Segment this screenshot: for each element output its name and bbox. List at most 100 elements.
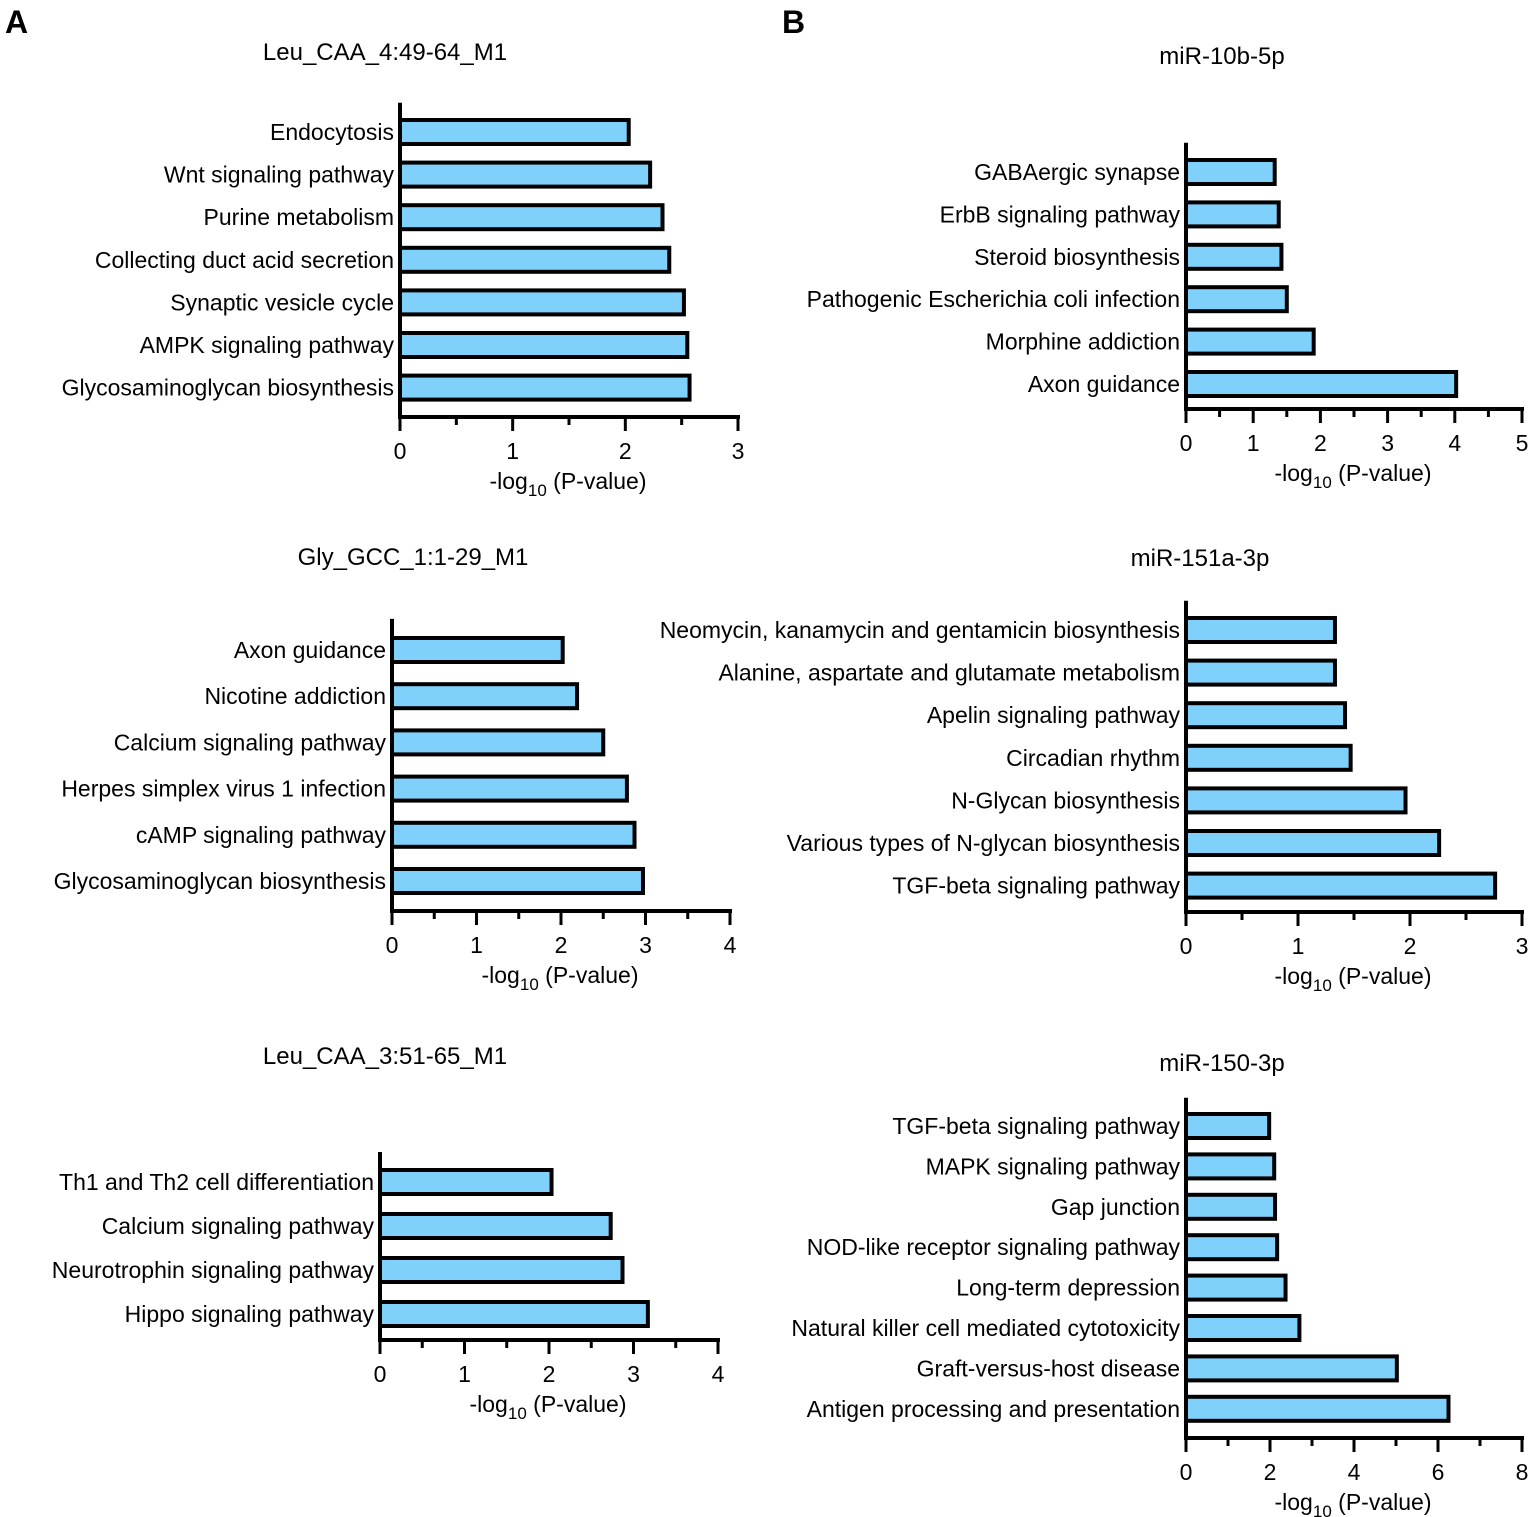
x-tick-label: 1 (506, 438, 519, 464)
bar (1184, 658, 1337, 687)
chart-4: miR-10b-5p GABAergic synapse ErbB signalin… (807, 43, 1529, 492)
bar (1184, 743, 1353, 772)
bar (390, 682, 580, 711)
bar (1184, 370, 1459, 398)
category-label: Pathogenic Escherichia coli infection (807, 286, 1180, 312)
x-tick-label: 3 (627, 1361, 640, 1387)
x-tick-label: 1 (1247, 430, 1260, 456)
x-axis-label: -log10 (P-value) (1275, 460, 1432, 492)
charts: Leu_CAA_4:49-64_M1 Endocytosis Wnt signali… (52, 39, 1529, 1517)
category-label: Neurotrophin signaling pathway (52, 1257, 375, 1283)
chart-title: Leu_CAA_4:49-64_M1 (263, 39, 507, 66)
category-label: MAPK signaling pathway (926, 1153, 1181, 1179)
bar (1184, 242, 1284, 271)
category-label: Purine metabolism (204, 204, 394, 230)
category-label: Endocytosis (270, 119, 394, 145)
category-label: ErbB signaling pathway (940, 201, 1181, 227)
bar (378, 1300, 650, 1328)
bar (1184, 200, 1281, 229)
bar (378, 1168, 554, 1196)
category-label: Glycosaminoglycan biosynthesis (62, 375, 394, 401)
bar (1184, 829, 1442, 857)
chart-title: miR-150-3p (1159, 1050, 1284, 1077)
x-tick-label: 1 (470, 932, 483, 958)
x-axis-label: -log10 (P-value) (470, 1391, 627, 1423)
category-label: NOD-like receptor signaling pathway (807, 1234, 1181, 1260)
category-label: cAMP signaling pathway (136, 822, 387, 848)
bar (398, 331, 690, 359)
chart-2: Gly_GCC_1:1-29_M1 Axon guidance Nicotine a… (54, 544, 737, 994)
bar (390, 867, 645, 895)
bar (1184, 786, 1408, 815)
category-label: N-Glycan biosynthesis (951, 787, 1180, 813)
x-tick-label: 0 (394, 438, 407, 464)
x-tick-label: 3 (1381, 430, 1394, 456)
x-tick-label: 2 (1264, 1459, 1277, 1485)
chart-title: Gly_GCC_1:1-29_M1 (298, 544, 529, 571)
bar (398, 373, 692, 402)
bar (390, 728, 606, 757)
bar (398, 288, 686, 317)
x-tick-label: 3 (639, 932, 652, 958)
category-label: Axon guidance (234, 637, 386, 663)
category-label: TGF-beta signaling pathway (892, 873, 1180, 899)
x-tick-label: 4 (712, 1361, 725, 1387)
bar (1184, 285, 1289, 314)
category-label: Long-term depression (956, 1275, 1180, 1301)
bar (398, 118, 631, 146)
bar (390, 774, 629, 803)
x-tick-label: 5 (1516, 430, 1529, 456)
chart-1: Leu_CAA_4:49-64_M1 Endocytosis Wnt signali… (62, 39, 745, 500)
category-label: Apelin signaling pathway (927, 702, 1181, 728)
x-tick-label: 2 (543, 1361, 556, 1387)
category-label: GABAergic synapse (974, 159, 1180, 185)
bar (1184, 158, 1277, 186)
bar (1184, 1394, 1451, 1423)
chart-title: miR-151a-3p (1131, 545, 1270, 572)
category-label: Th1 and Th2 cell differentiation (59, 1169, 374, 1195)
category-label: Graft-versus-host disease (917, 1355, 1180, 1381)
chart-3: Leu_CAA_3:51-65_M1 Th1 and Th2 cell diffe… (52, 1043, 725, 1423)
bar (398, 245, 672, 274)
x-tick-label: 2 (1314, 430, 1327, 456)
category-label: Antigen processing and presentation (807, 1396, 1180, 1422)
category-label: Natural killer cell mediated cytotoxicit… (791, 1315, 1180, 1341)
bar (1184, 1192, 1278, 1221)
bar (1184, 1314, 1302, 1342)
x-axis-label: -log10 (P-value) (1275, 963, 1432, 995)
category-label: Glycosaminoglycan biosynthesis (54, 868, 386, 894)
category-label: Morphine addiction (986, 329, 1180, 355)
bar (378, 1212, 613, 1240)
chart-title: miR-10b-5p (1159, 43, 1284, 70)
x-axis-label: -log10 (P-value) (490, 468, 647, 500)
x-axis-label: -log10 (P-value) (1275, 1489, 1432, 1517)
category-label: Various types of N-glycan biosynthesis (787, 830, 1180, 856)
category-label: Nicotine addiction (204, 683, 386, 709)
category-label: Calcium signaling pathway (102, 1213, 375, 1239)
category-label: Neomycin, kanamycin and gentamicin biosy… (660, 617, 1180, 643)
bar (1184, 327, 1316, 356)
category-label: Herpes simplex virus 1 infection (61, 776, 386, 802)
x-tick-label: 0 (374, 1361, 387, 1387)
category-label: Calcium signaling pathway (114, 729, 387, 755)
bar (1184, 1152, 1277, 1181)
x-tick-label: 8 (1516, 1459, 1529, 1485)
x-tick-label: 0 (1180, 933, 1193, 959)
category-label: Wnt signaling pathway (164, 162, 395, 188)
x-tick-label: 2 (1404, 933, 1417, 959)
x-tick-label: 4 (1448, 430, 1461, 456)
bar (398, 203, 665, 232)
category-label: Collecting duct acid secretion (95, 247, 394, 273)
category-label: AMPK signaling pathway (140, 332, 395, 358)
bar (1184, 701, 1348, 730)
category-label: Steroid biosynthesis (974, 244, 1180, 270)
panel-label-b: B (782, 4, 805, 40)
bar (1184, 1233, 1280, 1262)
category-label: Hippo signaling pathway (125, 1301, 375, 1327)
bar (1184, 871, 1498, 900)
x-axis-label: -log10 (P-value) (482, 962, 639, 994)
x-tick-label: 3 (732, 438, 745, 464)
bar (1184, 1112, 1272, 1140)
category-label: Gap junction (1051, 1194, 1180, 1220)
